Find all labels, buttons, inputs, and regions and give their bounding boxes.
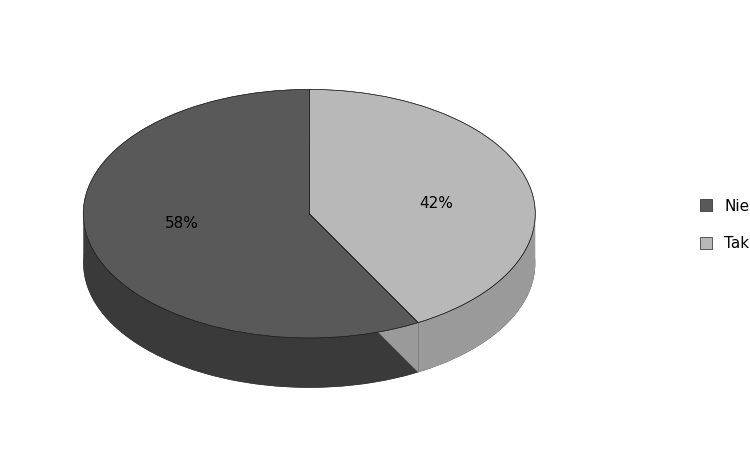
Polygon shape — [309, 90, 536, 323]
Polygon shape — [309, 214, 419, 372]
Text: 42%: 42% — [419, 196, 453, 211]
Polygon shape — [83, 90, 419, 338]
Legend: Nie, Tak: Nie, Tak — [700, 198, 749, 252]
Polygon shape — [83, 214, 419, 388]
Text: 58%: 58% — [165, 216, 200, 231]
Polygon shape — [419, 214, 536, 372]
Ellipse shape — [83, 139, 536, 388]
